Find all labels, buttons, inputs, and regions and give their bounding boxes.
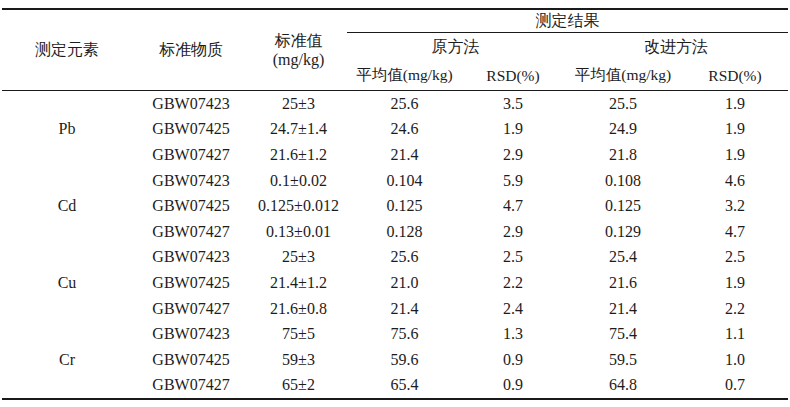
cell-original-mean: 59.6: [347, 347, 462, 373]
header-standard-value-title: 标准值: [250, 31, 347, 50]
cell-original-mean: 0.104: [347, 168, 462, 194]
cell-improved-rsd: 1.9: [682, 117, 788, 143]
cell-standard-value: 75±5: [250, 321, 347, 347]
cell-standard-value: 21.4±1.2: [250, 270, 347, 296]
element-cell: Cu: [2, 245, 132, 322]
cell-improved-mean: 0.125: [564, 193, 682, 219]
cell-improved-mean: 24.9: [564, 117, 682, 143]
cell-original-rsd: 3.5: [462, 91, 564, 117]
table-row: CrGBW0742375±575.61.375.41.1: [2, 321, 788, 347]
cell-standard-value: 21.6±0.8: [250, 296, 347, 322]
table-row: CuGBW0742325±325.62.525.42.5: [2, 245, 788, 271]
cell-standard-value: 21.6±1.2: [250, 142, 347, 168]
element-cell: Cd: [2, 168, 132, 245]
cell-original-rsd: 2.9: [462, 142, 564, 168]
cell-original-mean: 0.128: [347, 219, 462, 245]
header-mean-original: 平均值(mg/kg): [347, 61, 462, 91]
cell-material: GBW07425: [132, 270, 250, 296]
cell-material: GBW07427: [132, 219, 250, 245]
cell-original-mean: 0.125: [347, 193, 462, 219]
cell-standard-value: 0.13±0.01: [250, 219, 347, 245]
cell-improved-rsd: 1.0: [682, 347, 788, 373]
table-row: PbGBW0742325±325.63.525.51.9: [2, 91, 788, 117]
table-row: CdGBW074230.1±0.020.1045.90.1084.6: [2, 168, 788, 194]
header-mean-improved: 平均值(mg/kg): [564, 61, 682, 91]
cell-improved-mean: 75.4: [564, 321, 682, 347]
header-material: 标准物质: [132, 9, 250, 91]
cell-improved-rsd: 2.5: [682, 245, 788, 271]
cell-standard-value: 25±3: [250, 91, 347, 117]
cell-improved-mean: 25.5: [564, 91, 682, 117]
cell-original-rsd: 5.9: [462, 168, 564, 194]
cell-standard-value: 25±3: [250, 245, 347, 271]
cell-original-rsd: 2.4: [462, 296, 564, 322]
cell-original-mean: 21.4: [347, 296, 462, 322]
table-body: PbGBW0742325±325.63.525.51.9GBW0742524.7…: [2, 91, 788, 400]
cell-material: GBW07425: [132, 193, 250, 219]
cell-original-mean: 25.6: [347, 245, 462, 271]
cell-improved-rsd: 2.2: [682, 296, 788, 322]
cell-original-rsd: 1.3: [462, 321, 564, 347]
element-cell: Cr: [2, 321, 132, 399]
cell-improved-mean: 64.8: [564, 373, 682, 400]
cell-improved-mean: 0.108: [564, 168, 682, 194]
cell-improved-mean: 21.6: [564, 270, 682, 296]
cell-original-mean: 25.6: [347, 91, 462, 117]
cell-original-rsd: 2.2: [462, 270, 564, 296]
cell-improved-mean: 0.129: [564, 219, 682, 245]
cell-improved-rsd: 1.9: [682, 142, 788, 168]
cell-original-mean: 21.0: [347, 270, 462, 296]
cell-standard-value: 59±3: [250, 347, 347, 373]
cell-original-mean: 21.4: [347, 142, 462, 168]
header-rsd-original: RSD(%): [462, 61, 564, 91]
cell-improved-rsd: 1.9: [682, 91, 788, 117]
cell-original-rsd: 1.9: [462, 117, 564, 143]
cell-standard-value: 0.125±0.012: [250, 193, 347, 219]
cell-material: GBW07423: [132, 91, 250, 117]
header-results-group: 测定结果: [347, 9, 788, 33]
cell-original-rsd: 2.5: [462, 245, 564, 271]
header-row-1: 测定元素 标准物质 标准值 (mg/kg) 测定结果: [2, 9, 788, 33]
header-standard-value: 标准值 (mg/kg): [250, 9, 347, 91]
cell-material: GBW07423: [132, 168, 250, 194]
cell-material: GBW07427: [132, 296, 250, 322]
cell-improved-rsd: 4.7: [682, 219, 788, 245]
cell-original-mean: 75.6: [347, 321, 462, 347]
cell-improved-mean: 21.4: [564, 296, 682, 322]
cell-improved-rsd: 4.6: [682, 168, 788, 194]
cell-improved-rsd: 1.1: [682, 321, 788, 347]
cell-standard-value: 0.1±0.02: [250, 168, 347, 194]
cell-material: GBW07423: [132, 245, 250, 271]
results-table: 测定元素 标准物质 标准值 (mg/kg) 测定结果 原方法 改进方法 平均值(…: [2, 8, 788, 400]
cell-original-rsd: 2.9: [462, 219, 564, 245]
cell-original-mean: 24.6: [347, 117, 462, 143]
cell-material: GBW07425: [132, 117, 250, 143]
header-rsd-improved: RSD(%): [682, 61, 788, 91]
cell-original-rsd: 4.7: [462, 193, 564, 219]
cell-standard-value: 24.7±1.4: [250, 117, 347, 143]
cell-original-rsd: 0.9: [462, 347, 564, 373]
cell-improved-rsd: 3.2: [682, 193, 788, 219]
cell-original-mean: 65.4: [347, 373, 462, 400]
results-table-container: 测定元素 标准物质 标准值 (mg/kg) 测定结果 原方法 改进方法 平均值(…: [2, 8, 788, 400]
cell-material: GBW07425: [132, 347, 250, 373]
header-method-improved: 改进方法: [564, 33, 788, 62]
element-cell: Pb: [2, 91, 132, 168]
cell-improved-mean: 25.4: [564, 245, 682, 271]
header-standard-value-unit: (mg/kg): [250, 50, 347, 69]
cell-improved-mean: 59.5: [564, 347, 682, 373]
cell-original-rsd: 0.9: [462, 373, 564, 400]
header-element: 测定元素: [2, 9, 132, 91]
cell-standard-value: 65±2: [250, 373, 347, 400]
cell-material: GBW07427: [132, 373, 250, 400]
header-method-original: 原方法: [347, 33, 564, 62]
cell-material: GBW07423: [132, 321, 250, 347]
cell-improved-rsd: 1.9: [682, 270, 788, 296]
cell-material: GBW07427: [132, 142, 250, 168]
cell-improved-mean: 21.8: [564, 142, 682, 168]
cell-improved-rsd: 0.7: [682, 373, 788, 400]
